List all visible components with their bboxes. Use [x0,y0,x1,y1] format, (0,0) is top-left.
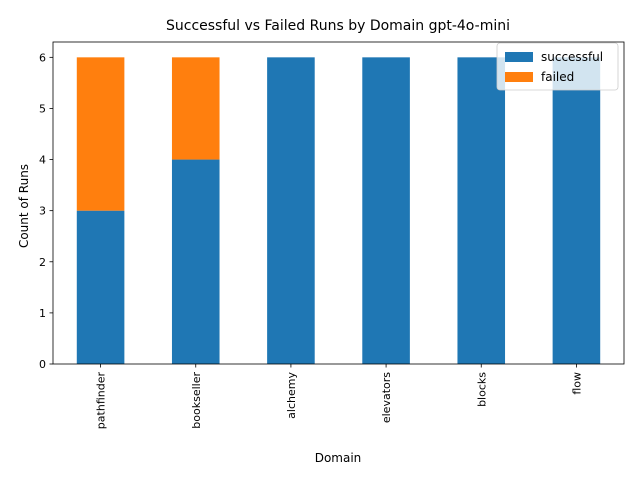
x-tick-label: elevators [380,372,393,423]
y-tick-label: 2 [39,256,46,269]
bar-successful-flow [552,57,601,364]
legend-label-successful: successful [541,50,603,64]
bar-successful-blocks [457,57,506,364]
x-tick-label: bookseller [190,372,203,429]
chart-title: Successful vs Failed Runs by Domain gpt-… [166,18,510,34]
legend-swatch-successful [505,52,533,62]
legend-swatch-failed [505,72,533,82]
bar-failed-bookseller [171,57,220,160]
x-tick-label: blocks [475,372,488,407]
x-tick-label: alchemy [285,372,298,419]
y-tick-label: 1 [39,307,46,320]
bar-failed-pathfinder [76,57,125,211]
bar-successful-alchemy [267,57,315,364]
legend: successful failed [496,42,619,91]
bar-successful-bookseller [171,159,220,364]
x-tick-label: pathfinder [95,372,108,430]
y-tick-label: 4 [39,154,46,167]
axes-group: 0 1 2 3 4 5 6 pathfinder bookseller alchemy elevat… [39,41,625,430]
bars-group [76,57,601,364]
plot-frame [52,41,625,365]
y-tick-label: 6 [39,51,46,64]
legend-label-failed: failed [541,70,574,84]
y-tick-label: 3 [39,205,46,218]
y-tick-label: 0 [39,358,46,371]
x-tick-label: flow [570,372,583,395]
bar-successful-elevators [362,57,410,364]
y-tick-label: 5 [39,102,46,115]
bar-successful-pathfinder [76,210,125,364]
x-axis-label: Domain [315,451,362,465]
y-axis-label: Count of Runs [17,164,31,248]
